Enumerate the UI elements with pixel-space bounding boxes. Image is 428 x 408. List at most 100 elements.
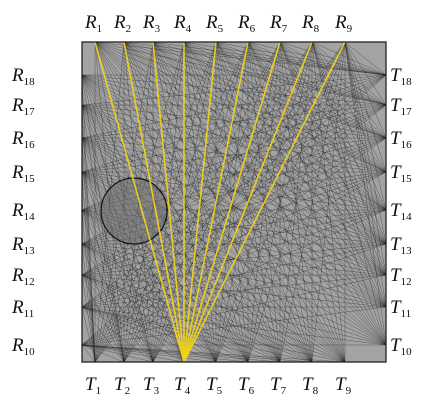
ray-path — [81, 344, 185, 363]
ray-path — [81, 137, 313, 363]
ray-path — [81, 74, 313, 363]
highlighted-ray — [183, 41, 313, 363]
ray-path — [94, 41, 387, 276]
transmitter-label: T12 — [390, 265, 412, 288]
ray-path — [311, 41, 387, 106]
ray-path — [152, 41, 346, 363]
ray-path — [81, 306, 96, 363]
ray-path — [94, 41, 281, 363]
ray-path — [81, 209, 185, 363]
receiver-label: R16 — [11, 128, 35, 151]
ray-path — [81, 306, 346, 363]
ray-path — [94, 41, 249, 363]
transmitter-label: T17 — [390, 95, 412, 118]
receiver-label: R17 — [11, 95, 35, 118]
highlighted-ray — [94, 41, 185, 363]
ray-path — [81, 74, 387, 308]
ray-path — [311, 41, 387, 308]
ray-path — [123, 41, 387, 139]
ray-path — [94, 41, 313, 363]
ray-path — [81, 171, 96, 363]
transmitter-label: T1 — [85, 374, 101, 397]
ray-path — [344, 41, 387, 139]
ray-path — [81, 274, 249, 363]
transducer-labels: R1 R2 R3 R4 R5 R6 R7 R8 R9 T1 T2 T3 T4 T5 T6 T7 T8 T9 R18 R… — [11, 12, 412, 397]
ray-path — [279, 41, 313, 363]
highlighted-ray — [152, 41, 185, 363]
transmitter-label: T11 — [390, 297, 411, 320]
transmitter-label: T8 — [302, 374, 319, 397]
ray-path — [81, 274, 346, 363]
receiver-label: R9 — [334, 12, 353, 35]
receiver-label: R2 — [113, 12, 131, 35]
ray-path — [279, 41, 387, 346]
highlighted-ray — [183, 41, 217, 363]
transmitter-label: T13 — [390, 234, 412, 257]
ray-path — [81, 306, 125, 363]
transmitter-label: T10 — [390, 335, 412, 358]
receiver-label: R6 — [237, 12, 256, 35]
receiver-label: R3 — [142, 12, 161, 35]
ray-path — [81, 344, 249, 363]
receiver-label: R1 — [84, 12, 102, 35]
transmitter-label: T6 — [238, 374, 255, 397]
ray-path — [81, 243, 387, 308]
ray-path — [81, 137, 387, 308]
ray-path — [81, 171, 387, 346]
ray-path — [81, 274, 154, 363]
ray-path — [344, 41, 387, 76]
transmitter-label: T15 — [390, 162, 412, 185]
highlighted-ray — [123, 41, 185, 363]
highlighted-ray — [183, 41, 249, 363]
ray-path — [81, 243, 387, 346]
ray-path — [215, 41, 346, 363]
ray-path — [81, 306, 387, 346]
ray-path — [279, 41, 387, 106]
ray-path — [81, 209, 154, 363]
highlighted-ray-fan — [94, 41, 346, 363]
ray-path — [279, 41, 387, 245]
ray-path — [311, 41, 387, 139]
ray-path — [311, 41, 346, 363]
ray-path — [81, 74, 281, 363]
ray-path — [81, 74, 387, 346]
receiver-label: R15 — [11, 162, 35, 185]
ray-path — [344, 41, 387, 106]
ray-path — [81, 274, 281, 363]
transmitter-label: T5 — [206, 374, 223, 397]
ray-path — [94, 41, 387, 76]
ray-path — [81, 306, 154, 363]
ray-path — [81, 74, 96, 363]
receiver-label: R14 — [11, 200, 35, 223]
ray-path — [81, 104, 387, 139]
transmitter-label: T4 — [174, 374, 191, 397]
receiver-label: R4 — [173, 12, 192, 35]
receiver-label: R7 — [269, 12, 288, 35]
ray-path — [81, 274, 217, 363]
ray-path — [81, 306, 185, 363]
ray-path — [81, 74, 387, 139]
ray-path — [279, 41, 346, 363]
ray-path — [81, 74, 387, 173]
transmitter-label: T16 — [390, 128, 412, 151]
ray-path — [81, 104, 387, 346]
ray-path — [123, 41, 346, 363]
ray-path — [247, 41, 387, 245]
ray-path — [81, 171, 387, 308]
ray-path — [94, 41, 387, 245]
ray-path — [81, 137, 217, 363]
ray-path — [183, 41, 387, 211]
ray-path — [81, 209, 387, 276]
receiver-label: R13 — [11, 234, 35, 257]
ray-path — [215, 41, 387, 245]
ray-path — [152, 41, 387, 211]
ray-path — [81, 74, 387, 106]
ray-path — [81, 344, 154, 363]
receiver-label: R8 — [301, 12, 320, 35]
ray-path — [81, 137, 387, 346]
ray-path — [183, 41, 387, 245]
ray-path — [81, 243, 154, 363]
ray-path — [344, 41, 387, 211]
ray-path — [81, 171, 125, 363]
ray-path — [81, 171, 387, 276]
